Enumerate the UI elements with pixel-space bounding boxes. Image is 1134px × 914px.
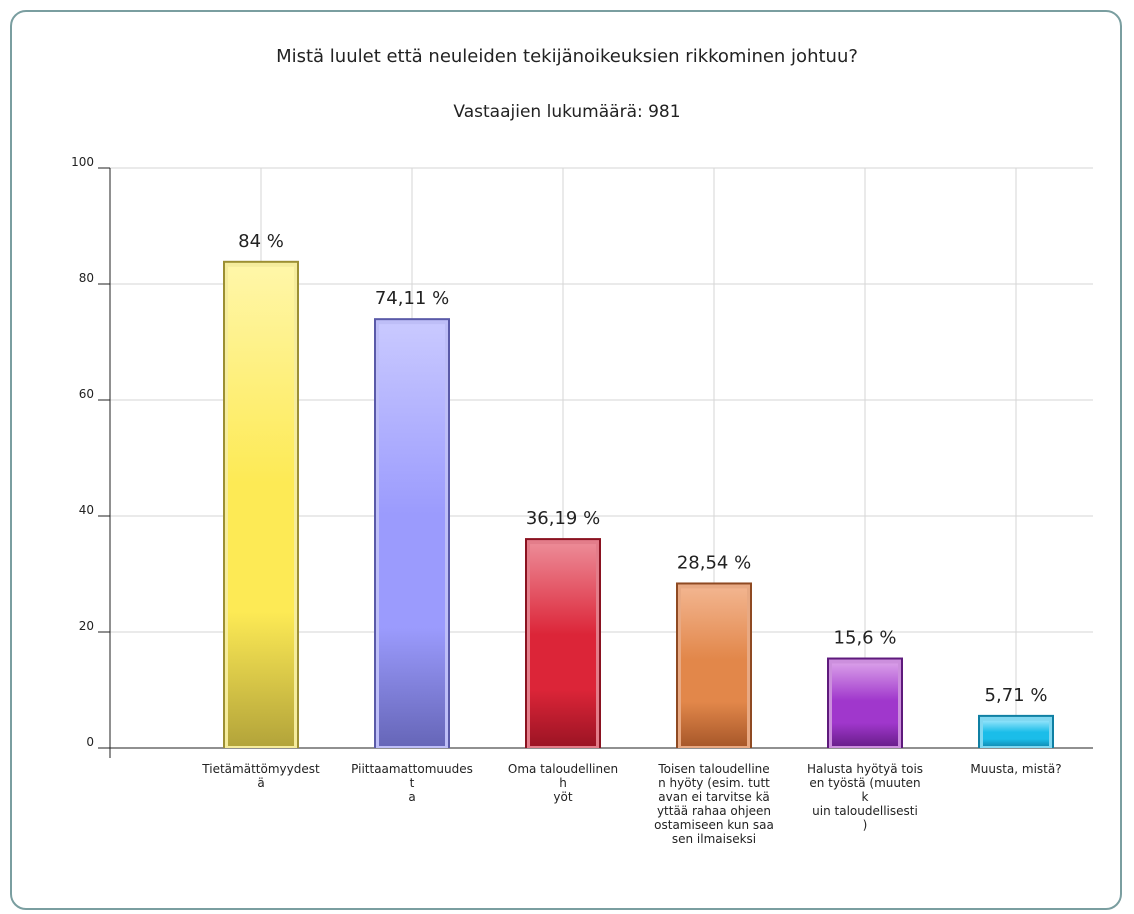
data-label: 15,6 % bbox=[834, 628, 897, 649]
x-tick-label: Tietämättömyydest ä bbox=[201, 762, 320, 790]
data-label: 74,11 % bbox=[375, 288, 449, 309]
x-tick-label: Toisen taloudelline n hyöty (esim. tutt av… bbox=[654, 762, 774, 846]
x-tick-label: Piittaamattomuudes t a bbox=[351, 762, 473, 804]
y-tick-label: 20 bbox=[79, 619, 94, 633]
chart-title: Mistä luulet että neuleiden tekijänoikeu… bbox=[276, 46, 858, 67]
data-label: 84 % bbox=[238, 231, 284, 252]
bars bbox=[223, 260, 1054, 748]
bar-fill bbox=[530, 544, 596, 746]
labels: 0 20 40 60 80 100 84 % Tietämättömyydest ä 74,11 … bbox=[71, 155, 1062, 846]
x-tick-label: Oma taloudellinen h yöt bbox=[508, 762, 618, 804]
bar-fill bbox=[681, 588, 747, 746]
chart-frame bbox=[10, 10, 1122, 910]
y-tick-label: 0 bbox=[86, 735, 94, 749]
y-tick-label: 100 bbox=[71, 155, 94, 169]
data-label: 36,19 % bbox=[526, 508, 600, 529]
bar-fill bbox=[832, 663, 898, 746]
data-label: 28,54 % bbox=[677, 552, 751, 573]
bar-fill bbox=[379, 324, 445, 746]
y-tick-label: 60 bbox=[79, 387, 94, 401]
bar-fill bbox=[228, 266, 294, 746]
x-tick-label: Muusta, mistä? bbox=[970, 762, 1061, 776]
chart-subtitle: Vastaajien lukumäärä: 981 bbox=[453, 102, 681, 122]
x-tick-label: Halusta hyötyä tois en työstä (muuten k uin… bbox=[807, 762, 923, 832]
y-tick-label: 80 bbox=[79, 271, 94, 285]
data-label: 5,71 % bbox=[985, 685, 1048, 706]
bar-fill bbox=[983, 720, 1049, 746]
y-tick-label: 40 bbox=[79, 503, 94, 517]
